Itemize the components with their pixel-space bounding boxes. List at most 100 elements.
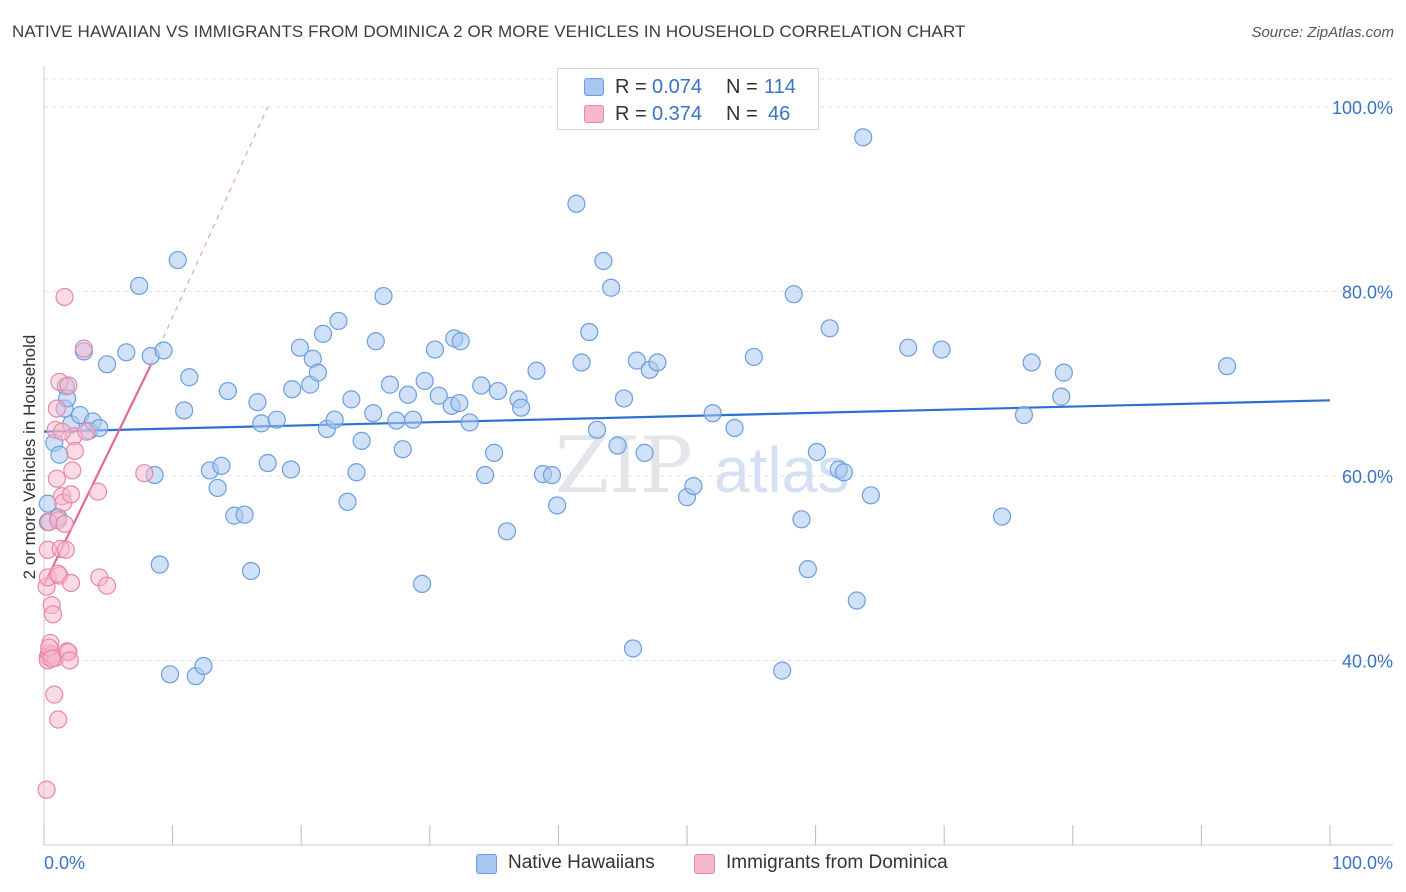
point-native-hawaiian — [50, 445, 69, 464]
legend-swatch-blue — [476, 854, 497, 874]
point-native-hawaiian — [403, 410, 423, 429]
point-native-hawaiian — [393, 440, 412, 459]
r-value: 0.074 — [652, 76, 703, 98]
point-dominica — [45, 685, 64, 704]
point-dominica — [55, 514, 74, 534]
legend-swatch-pink — [694, 854, 715, 874]
point-native-hawaiian — [338, 492, 357, 511]
n-value: 114 — [764, 76, 796, 98]
point-native-hawaiian — [281, 460, 301, 479]
point-native-hawaiian — [932, 340, 951, 359]
point-native-hawaiian — [258, 453, 277, 473]
point-dominica — [47, 469, 66, 488]
point-native-hawaiian — [241, 561, 261, 581]
point-native-hawaiian — [160, 665, 180, 684]
point-dominica — [97, 576, 117, 595]
point-native-hawaiian — [744, 347, 763, 367]
point-native-hawaiian — [313, 324, 333, 343]
watermark-atlas: atlas — [714, 434, 849, 506]
point-dominica — [77, 422, 96, 441]
point-native-hawaiian — [175, 401, 194, 420]
point-native-hawaiian — [267, 410, 286, 429]
point-native-hawaiian — [342, 390, 361, 409]
point-native-hawaiian — [425, 340, 445, 359]
point-native-hawaiian — [180, 368, 199, 387]
point-native-hawaiian — [773, 661, 792, 680]
point-native-hawaiian — [329, 311, 348, 331]
point-native-hawaiian — [784, 285, 803, 304]
point-dominica — [88, 482, 108, 501]
point-native-hawaiian — [283, 380, 302, 399]
point-native-hawaiian — [627, 351, 646, 370]
chart-title: NATIVE HAWAIIAN VS IMMIGRANTS FROM DOMIN… — [12, 22, 966, 41]
point-native-hawaiian — [1054, 363, 1073, 382]
n-label: N = — [726, 76, 758, 98]
x-tick-label-min: 0.0% — [44, 853, 85, 873]
point-native-hawaiian — [580, 322, 599, 342]
point-dominica — [61, 485, 81, 504]
watermark: ZIP atlas — [555, 421, 849, 511]
point-dominica — [63, 461, 82, 480]
point-native-hawaiian — [899, 338, 918, 357]
point-native-hawaiian — [587, 420, 607, 439]
data-points — [37, 128, 1237, 799]
y-tick-label: 40.0% — [1342, 651, 1393, 671]
point-native-hawaiian — [325, 410, 344, 429]
r-label: R = — [615, 76, 647, 98]
point-native-hawaiian — [150, 555, 169, 574]
point-native-hawaiian — [235, 505, 254, 524]
point-dominica — [65, 441, 84, 461]
point-native-hawaiian — [460, 413, 479, 432]
point-native-hawaiian — [387, 411, 406, 430]
point-native-hawaiian — [602, 278, 621, 297]
point-native-hawaiian — [1218, 357, 1237, 376]
legend-swatch-blue — [584, 78, 604, 96]
point-native-hawaiian — [412, 574, 432, 593]
point-native-hawaiian — [154, 341, 173, 360]
y-tick-label: 60.0% — [1342, 467, 1393, 487]
point-dominica — [61, 573, 81, 593]
correlation-legend: R = 0.074 N = 114 R = 0.374 N = 46 — [557, 68, 819, 130]
point-native-hawaiian — [168, 250, 187, 270]
point-native-hawaiian — [807, 442, 826, 462]
point-native-hawaiian — [847, 591, 866, 610]
n-label: N = — [726, 103, 758, 125]
y-tick-label: 100.0% — [1332, 98, 1393, 118]
r-value: 0.374 — [652, 103, 703, 125]
point-native-hawaiian — [648, 353, 667, 372]
watermark-zip: ZIP — [555, 421, 693, 511]
point-native-hawaiian — [380, 375, 400, 394]
point-native-hawaiian — [992, 507, 1012, 526]
tick-labels: 40.0% 60.0% 80.0% 100.0% 0.0% 100.0% — [44, 98, 1393, 873]
point-dominica — [135, 464, 154, 483]
point-dominica — [59, 376, 78, 395]
point-native-hawaiian — [308, 363, 328, 382]
point-native-hawaiian — [861, 486, 880, 505]
point-dominica — [47, 399, 66, 418]
point-native-hawaiian — [1014, 405, 1034, 425]
point-native-hawaiian — [450, 393, 469, 413]
point-native-hawaiian — [194, 656, 213, 676]
point-native-hawaiian — [1022, 353, 1041, 372]
point-native-hawaiian — [415, 371, 434, 391]
point-native-hawaiian — [548, 496, 567, 515]
point-native-hawaiian — [429, 386, 448, 405]
point-native-hawaiian — [374, 286, 393, 306]
point-dominica — [49, 710, 68, 729]
point-dominica — [43, 605, 63, 624]
point-dominica — [56, 540, 75, 559]
point-native-hawaiian — [117, 343, 136, 362]
r-label: R = — [615, 103, 647, 125]
point-dominica — [37, 780, 56, 799]
axes — [43, 66, 1393, 846]
point-native-hawaiian — [703, 404, 722, 423]
y-axis-label: 2 or more Vehicles in Household — [20, 334, 39, 580]
point-native-hawaiian — [614, 389, 634, 408]
point-native-hawaiian — [208, 478, 227, 498]
point-native-hawaiian — [398, 385, 418, 404]
point-native-hawaiian — [497, 522, 517, 541]
point-native-hawaiian — [635, 443, 654, 462]
point-native-hawaiian — [834, 463, 853, 482]
point-native-hawaiian — [512, 398, 531, 417]
point-native-hawaiian — [572, 353, 591, 372]
